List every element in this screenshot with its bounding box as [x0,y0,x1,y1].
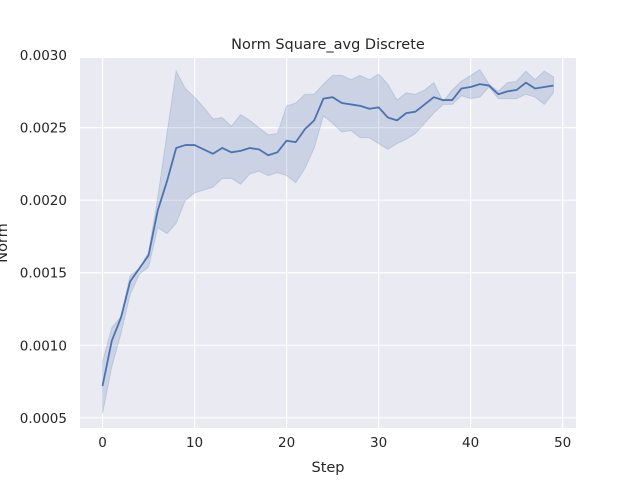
x-axis-ticks: 0 10 20 30 40 50 [98,435,571,451]
series-line [101,81,554,387]
y-tick-label: 0.0010 [20,338,67,354]
x-tick-label: 10 [186,435,203,451]
plot-area [80,58,576,428]
x-axis-label: Step [311,460,344,476]
y-axis-label: Norm [0,223,11,263]
confidence-band [102,68,554,414]
x-tick-label: 30 [370,435,387,451]
y-tick-label: 0.0025 [20,121,67,137]
x-tick-label: 0 [98,435,107,451]
y-tick-label: 0.0030 [20,48,67,64]
series-line-layer [101,81,554,387]
y-tick-label: 0.0005 [20,411,67,427]
y-tick-label: 0.0015 [20,266,67,282]
y-axis-ticks: 0.0005 0.0010 0.0015 0.0020 0.0025 0.0030 [20,48,67,427]
y-tick-label: 0.0020 [20,193,67,209]
x-tick-label: 20 [278,435,295,451]
chart-title: Norm Square_avg Discrete [231,37,425,53]
confidence-band-layer [102,68,554,414]
x-tick-label: 40 [462,435,479,451]
grid [80,54,576,428]
x-tick-label: 50 [554,435,571,451]
